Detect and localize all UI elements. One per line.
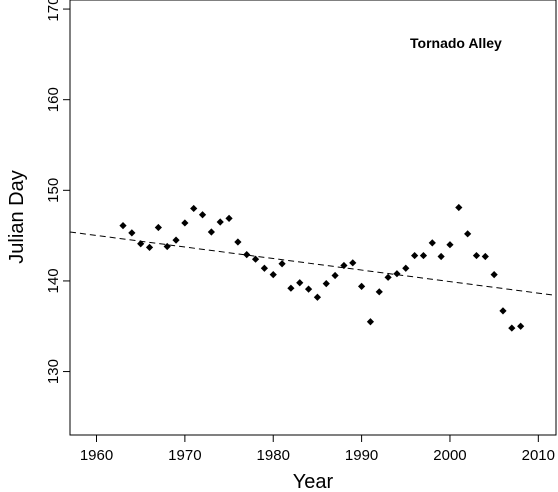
data-point bbox=[128, 229, 136, 237]
data-point bbox=[234, 238, 242, 246]
data-point bbox=[358, 282, 366, 290]
data-point bbox=[287, 284, 295, 292]
data-point bbox=[340, 261, 348, 270]
chart-annotation: Tornado Alley bbox=[410, 35, 502, 51]
data-point bbox=[216, 218, 224, 226]
data-point bbox=[304, 285, 313, 293]
data-point bbox=[260, 264, 268, 272]
data-point bbox=[393, 270, 401, 278]
data-point bbox=[446, 241, 454, 249]
plot-frame bbox=[69, 0, 557, 436]
data-point bbox=[137, 240, 145, 248]
data-point bbox=[322, 280, 330, 288]
data-point bbox=[154, 223, 162, 232]
x-axis: 1960 1970 1980 1990 2000 2010 bbox=[80, 435, 555, 464]
data-point bbox=[490, 270, 498, 279]
x-tick-label: 2000 bbox=[433, 447, 466, 464]
data-point bbox=[437, 252, 445, 261]
data-point bbox=[163, 242, 171, 251]
y-axis: 130 140 150 160 170 bbox=[45, 0, 70, 384]
y-tick-label: 130 bbox=[45, 359, 62, 384]
y-tick-label: 140 bbox=[45, 268, 62, 293]
y-axis-title: Julian Day bbox=[6, 170, 28, 263]
data-point bbox=[375, 288, 383, 296]
data-point bbox=[172, 236, 180, 244]
y-tick-label: 150 bbox=[45, 178, 62, 203]
data-point bbox=[349, 259, 357, 267]
data-point bbox=[145, 243, 154, 252]
x-axis-title: Year bbox=[293, 471, 334, 492]
data-point bbox=[225, 214, 233, 223]
data-point bbox=[243, 251, 251, 259]
x-tick-label: 1970 bbox=[168, 447, 201, 464]
data-point bbox=[331, 271, 339, 280]
data-point bbox=[119, 222, 127, 230]
x-tick-label: 1980 bbox=[257, 447, 290, 464]
data-point bbox=[198, 211, 207, 219]
data-point bbox=[464, 230, 472, 238]
y-tick-label: 160 bbox=[45, 87, 62, 112]
data-point bbox=[269, 270, 277, 279]
data-point bbox=[313, 293, 322, 301]
data-point bbox=[508, 324, 516, 332]
data-point bbox=[207, 228, 215, 236]
data-point bbox=[190, 204, 198, 213]
trend-line bbox=[69, 231, 557, 296]
data-point bbox=[428, 239, 436, 247]
x-tick-label: 2010 bbox=[522, 447, 555, 464]
data-point bbox=[419, 251, 428, 260]
data-points bbox=[119, 203, 525, 332]
data-point bbox=[472, 251, 481, 260]
y-tick-label: 170 bbox=[45, 0, 62, 22]
data-point bbox=[366, 318, 375, 326]
data-point bbox=[251, 255, 260, 263]
x-tick-label: 1960 bbox=[80, 447, 113, 464]
data-point bbox=[384, 273, 392, 281]
data-point bbox=[455, 203, 463, 212]
data-point bbox=[402, 264, 410, 272]
data-point bbox=[411, 251, 419, 260]
data-point bbox=[181, 219, 189, 227]
data-point bbox=[517, 322, 525, 330]
data-point bbox=[296, 279, 304, 287]
data-point bbox=[278, 260, 286, 268]
x-tick-label: 1990 bbox=[345, 447, 378, 464]
data-point bbox=[499, 307, 507, 315]
data-point bbox=[481, 252, 489, 261]
